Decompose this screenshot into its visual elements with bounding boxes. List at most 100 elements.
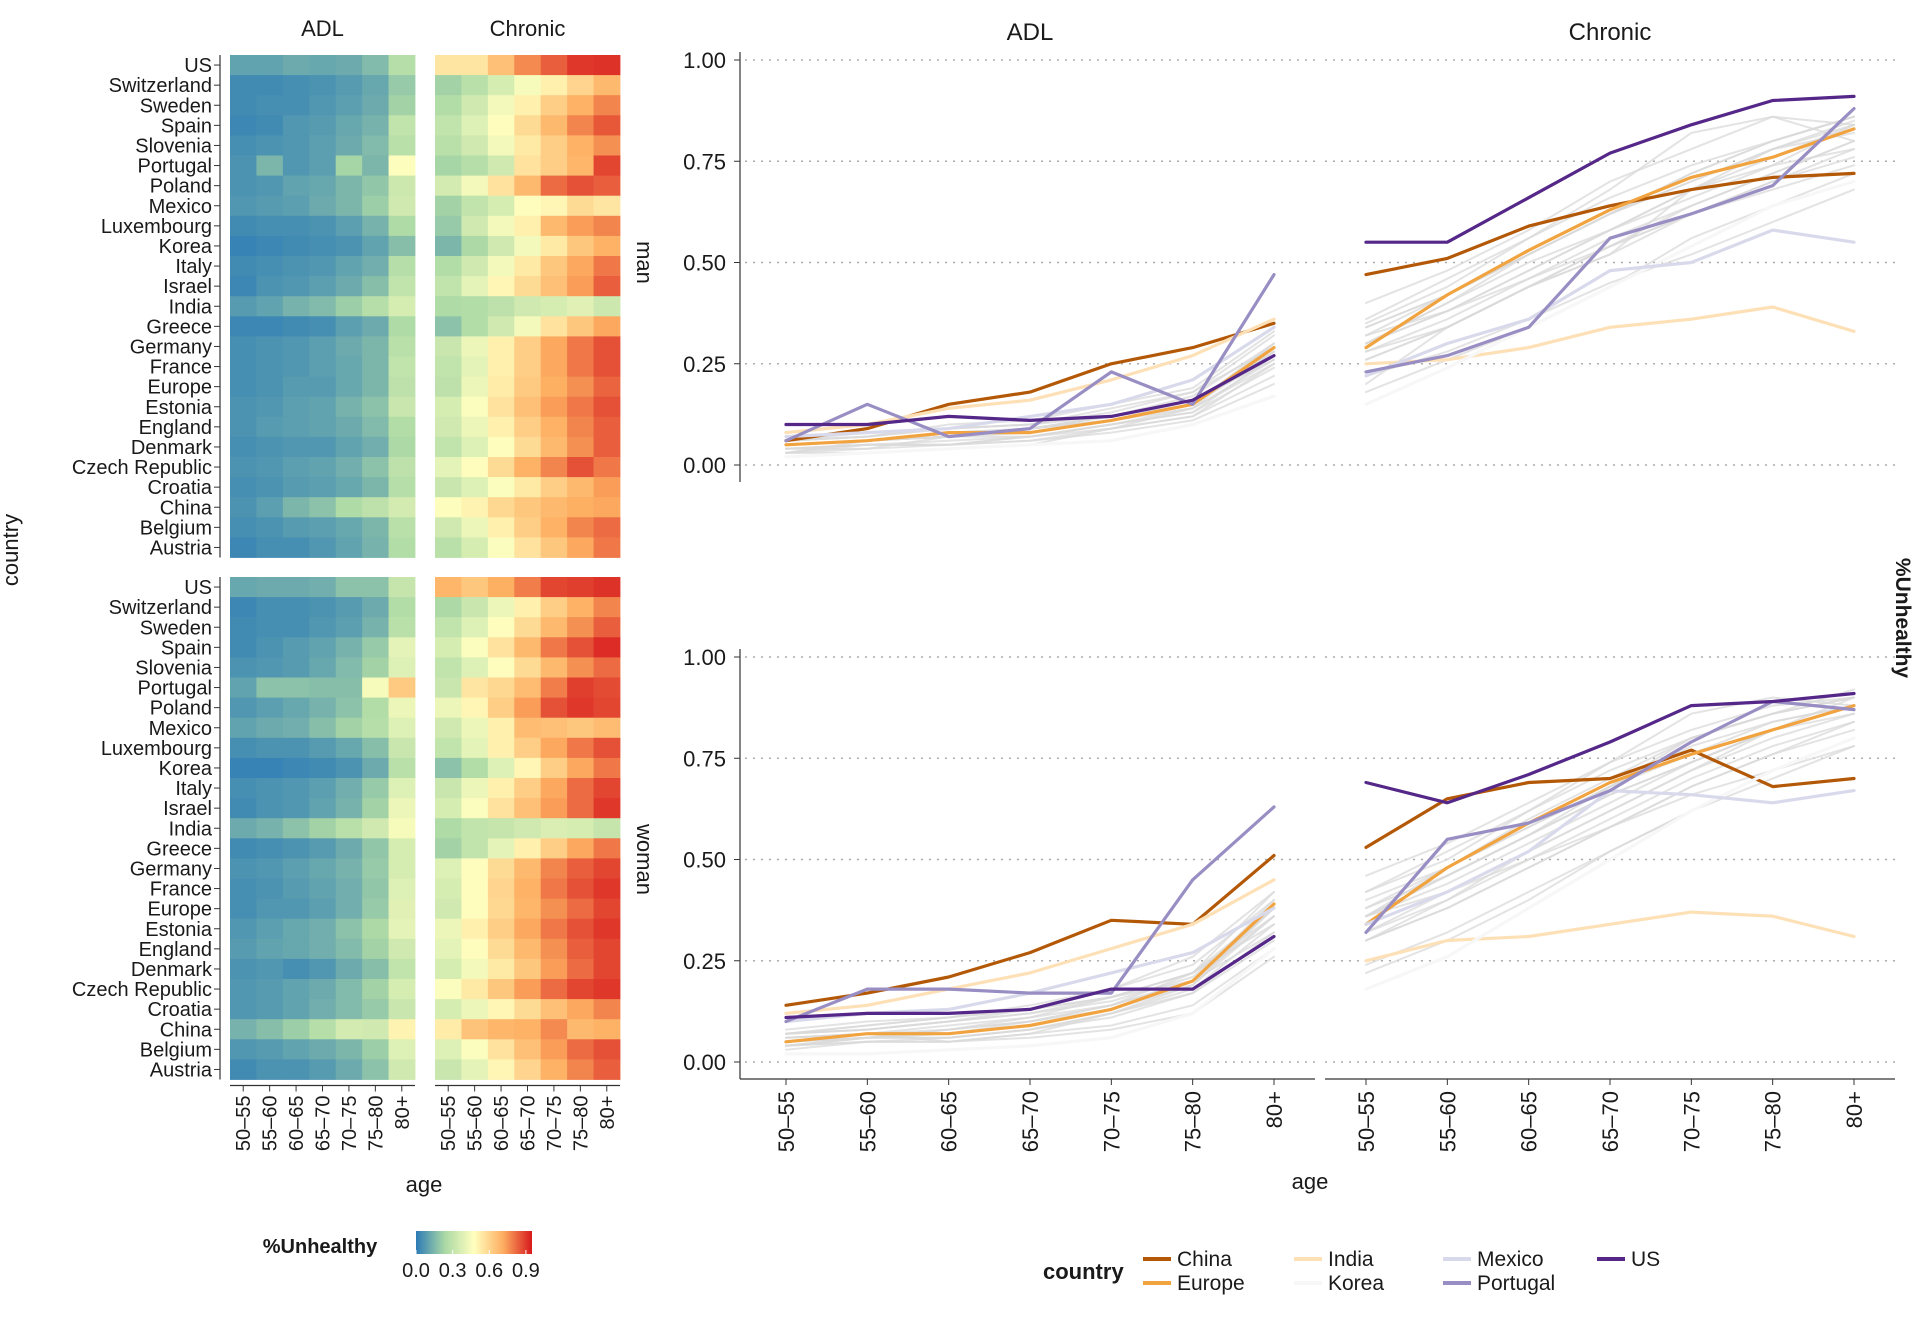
heatmap-cell-man-adl xyxy=(335,75,363,96)
heatmap-cell-woman-adl xyxy=(335,617,363,638)
heatmap-cell-man-adl xyxy=(309,376,337,398)
heatmap-country-label: Italy xyxy=(175,256,212,278)
heatmap-cell-man-chronic xyxy=(435,175,462,197)
series-line-portugal xyxy=(1364,107,1856,374)
line-age-label: 60–65 xyxy=(1517,1091,1542,1152)
heatmap-cell-man-adl xyxy=(309,55,337,76)
heatmap-x-title: age xyxy=(406,1172,443,1197)
heatmap-cell-man-adl xyxy=(362,215,389,237)
heatmap-cell-man-chronic xyxy=(593,436,621,458)
heatmap-cell-man-chronic xyxy=(435,296,462,317)
heatmap-cell-woman-adl xyxy=(282,818,310,839)
heatmap-cell-woman-adl xyxy=(335,838,363,859)
heatmap-cell-woman-chronic xyxy=(593,737,621,759)
heatmap-cell-man-adl xyxy=(335,477,363,498)
heatmap-age-label: 60–65 xyxy=(491,1096,513,1152)
heatmap-cell-man-chronic xyxy=(435,135,462,156)
heatmap-cell-woman-chronic xyxy=(593,597,621,618)
colorbar-tick-label: 0.6 xyxy=(475,1260,503,1282)
heatmap-cell-woman-adl xyxy=(230,1019,257,1040)
heatmap-cell-man-adl xyxy=(230,517,257,538)
heatmap-cell-man-adl xyxy=(388,416,416,438)
heatmap-cell-man-chronic xyxy=(487,235,515,257)
heatmap-country-label: Germany xyxy=(130,858,212,880)
heatmap-cell-man-adl xyxy=(230,477,257,498)
colorbar-tick-label: 0.9 xyxy=(512,1260,540,1282)
heatmap-cell-man-chronic xyxy=(487,256,515,277)
heatmap-cell-man-chronic xyxy=(567,135,594,156)
heatmap-cell-woman-adl xyxy=(230,1059,257,1080)
series-line-korea xyxy=(784,947,1276,1056)
line-panel-man-adl xyxy=(745,59,1315,466)
line-age-label: 70–75 xyxy=(1099,1091,1124,1152)
line-age-label: 55–60 xyxy=(1435,1091,1460,1152)
heatmap-cell-man-adl xyxy=(282,537,310,558)
heatmap-cell-man-chronic xyxy=(567,175,594,197)
series-line-luxembourg xyxy=(1365,148,1855,385)
heatmap-cell-woman-chronic xyxy=(435,979,462,1000)
legend-label: Korea xyxy=(1328,1272,1384,1295)
heatmap-cell-woman-chronic xyxy=(540,938,568,960)
heatmap-cell-man-chronic xyxy=(514,336,542,357)
heatmap-cell-man-adl xyxy=(230,155,257,176)
heatmap-cell-woman-adl xyxy=(335,958,363,980)
heatmap-cell-man-adl xyxy=(362,336,389,357)
heatmap-cell-man-chronic xyxy=(435,55,462,76)
heatmap-cell-man-adl xyxy=(388,336,416,357)
heatmap-cell-man-chronic xyxy=(514,75,542,96)
heatmap-cell-woman-adl xyxy=(362,657,389,678)
line-y-tick-label: 1.00 xyxy=(683,645,726,670)
heatmap-cell-woman-chronic xyxy=(567,737,594,759)
heatmap-cell-man-chronic xyxy=(567,55,594,76)
series-line-israel xyxy=(1365,696,1855,918)
heatmap-cell-man-adl xyxy=(282,215,310,237)
heatmap-cell-man-adl xyxy=(256,436,284,458)
series-line-portugal xyxy=(784,273,1276,443)
heatmap-cell-woman-adl xyxy=(362,1019,389,1040)
heatmap-cell-man-adl xyxy=(388,55,416,76)
heatmap-cell-man-chronic xyxy=(487,537,515,558)
heatmap-age-label: 50–55 xyxy=(438,1096,460,1152)
heatmap-cell-woman-chronic xyxy=(567,979,594,1000)
heatmap-cell-man-chronic xyxy=(514,396,542,418)
heatmap-cell-man-adl xyxy=(362,296,389,317)
heatmap-cell-man-chronic xyxy=(487,517,515,538)
heatmap-cell-man-chronic xyxy=(514,457,542,478)
heatmap-cell-man-chronic xyxy=(461,296,489,317)
heatmap-cell-man-chronic xyxy=(487,457,515,478)
line-age-label: 75–80 xyxy=(1181,1091,1206,1152)
heatmap-cell-woman-adl xyxy=(362,1039,389,1060)
heatmap-cell-woman-adl xyxy=(256,858,284,879)
heatmap-cell-woman-chronic xyxy=(567,958,594,980)
heatmap-cell-man-chronic xyxy=(567,436,594,458)
heatmap-cell-woman-adl xyxy=(282,918,310,940)
heatmap-cell-woman-adl xyxy=(309,597,337,618)
line-y-tick-label: 0.50 xyxy=(683,848,726,873)
heatmap-cell-man-chronic xyxy=(593,457,621,478)
heatmap-cell-woman-chronic xyxy=(567,757,594,779)
heatmap-cell-woman-adl xyxy=(230,778,257,799)
heatmap-cell-man-chronic xyxy=(593,316,621,337)
line-age-label: 80+ xyxy=(1262,1091,1287,1128)
heatmap-cell-woman-adl xyxy=(309,757,337,779)
heatmap-cell-man-chronic xyxy=(514,155,542,176)
heatmap-cell-man-chronic xyxy=(593,376,621,398)
heatmap-cell-woman-chronic xyxy=(593,999,621,1020)
heatmap-cell-woman-chronic xyxy=(593,697,621,719)
heatmap-cell-woman-chronic xyxy=(487,999,515,1020)
heatmap-cell-man-chronic xyxy=(514,175,542,197)
heatmap-cell-woman-chronic xyxy=(461,657,489,678)
series-line-portugal xyxy=(784,805,1276,1024)
heatmap-cell-woman-chronic xyxy=(461,597,489,618)
heatmap-country-label: Estonia xyxy=(145,919,213,941)
heatmap-cell-man-chronic xyxy=(435,155,462,176)
line-y-tick-label: 0.00 xyxy=(683,453,726,478)
heatmap-cell-man-adl xyxy=(230,356,257,377)
heatmap-cell-man-adl xyxy=(256,95,284,116)
heatmap-cell-man-adl xyxy=(335,356,363,377)
heatmap-cell-man-chronic xyxy=(540,436,568,458)
heatmap-cell-man-chronic xyxy=(567,215,594,237)
heatmap-cell-man-adl xyxy=(388,115,416,136)
heatmap-cell-man-adl xyxy=(230,55,257,76)
heatmap-cell-man-adl xyxy=(388,396,416,418)
